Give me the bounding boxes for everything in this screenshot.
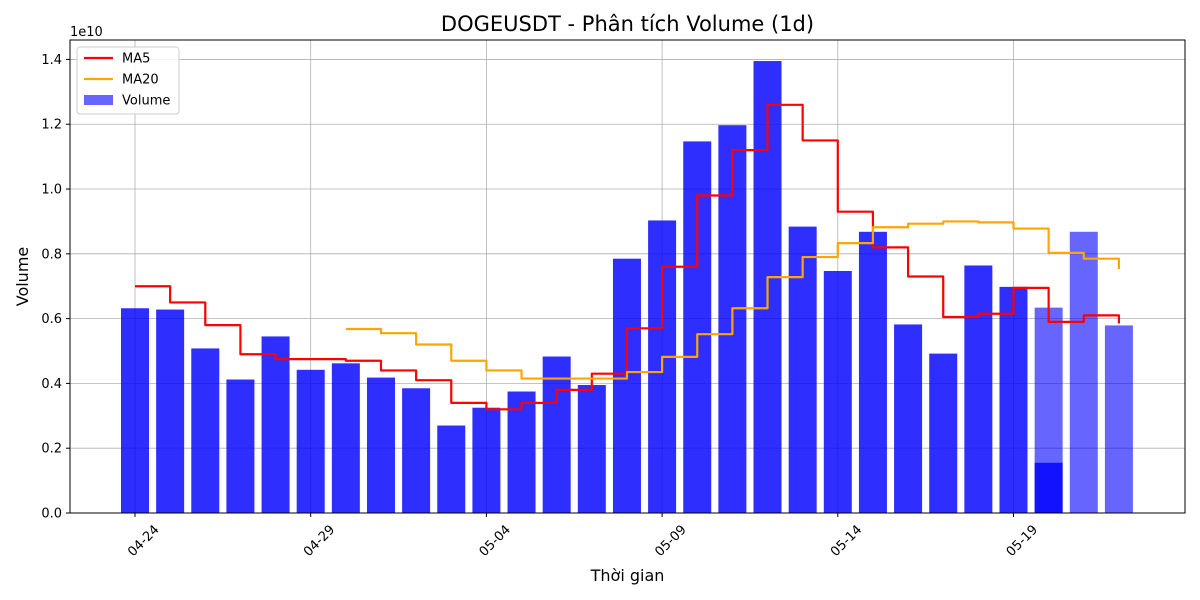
x-tick-label: 04-24 [125,523,162,560]
y-axis-scale-label: 1e10 [70,25,103,40]
y-tick-label: 0.8 [41,247,62,262]
volume-bar [331,363,360,513]
y-axis-label: Volume [13,247,32,307]
volume-bar [929,353,958,513]
plot-frame [69,39,1186,514]
legend-label-ma5: MA5 [122,52,150,67]
volume-bar-overlay [1034,462,1063,513]
y-tick-label: 0.6 [41,312,62,327]
volume-bar [1069,231,1098,513]
y-tick-label: 1.0 [41,183,62,198]
y-tick-label: 1.4 [41,53,62,68]
series-line-ma20 [345,220,1121,380]
chart-title: DOGEUSDT - Phân tích Volume (1d) [441,12,814,36]
legend: MA5 MA20 Volume [76,46,180,115]
volume-bar [858,231,887,513]
volume-bar [612,258,641,513]
volume-bar [894,324,923,513]
volume-bar [542,356,571,513]
volume-bar [964,265,993,513]
x-tick-label: 05-04 [477,523,514,560]
volume-bar [156,309,185,513]
volume-bar [437,425,466,513]
volume-bar [296,369,325,513]
x-tick-label: 05-19 [1004,523,1041,560]
legend-label-ma20: MA20 [122,73,159,88]
y-tick-label: 0.4 [41,377,62,392]
volume-bar [577,385,606,513]
volume-bar [1104,325,1133,513]
volume-bar [366,377,395,513]
y-tick-label: 0.2 [41,442,62,457]
axes: 0.0 0.2 0.4 0.6 0.8 1.0 1.2 1.4 04-24 04-29 05-04 0… [41,53,1041,560]
y-tick-label: 0.0 [41,507,62,522]
volume-bar [226,379,255,513]
volume-bar [261,336,290,513]
y-tick-label: 1.2 [41,118,62,133]
x-axis-label: Thời gian [590,566,665,585]
moving-average-lines [135,103,1121,411]
legend-swatch-volume [84,95,113,105]
x-tick-label: 04-29 [301,523,338,560]
volume-bar [402,388,431,513]
x-tick-label: 05-09 [652,523,689,560]
volume-bar [121,308,149,513]
volume-bar [472,407,501,513]
x-tick-label: 05-14 [828,523,865,560]
volume-bar [507,391,536,513]
series-line-ma5 [135,103,1121,411]
volume-bars [121,61,1133,513]
volume-bar [999,286,1028,513]
volume-bar [823,270,852,513]
volume-bar [191,348,220,513]
legend-label-volume: Volume [122,94,170,109]
